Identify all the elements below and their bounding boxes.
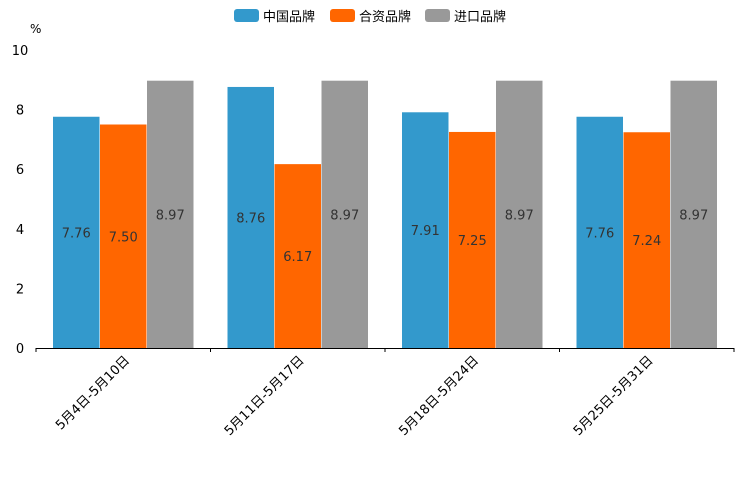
data-label: 8.97 [679, 208, 708, 223]
legend: 中国品牌 合资品牌 进口品牌 [234, 9, 506, 25]
bar[interactable] [449, 131, 496, 348]
y-tick-label: 4 [16, 223, 24, 238]
bar[interactable] [227, 86, 275, 349]
bars [53, 80, 718, 349]
y-axis: 0 2 4 6 8 10 [12, 44, 29, 357]
legend-label: 进口品牌 [454, 9, 506, 25]
data-label: 7.50 [109, 230, 138, 245]
x-category-label: 5月4日-5月10日 [53, 353, 133, 433]
legend-swatch [234, 9, 259, 22]
bar[interactable] [321, 80, 369, 348]
y-tick-label: 10 [12, 44, 29, 59]
y-tick-label: 6 [16, 163, 24, 178]
x-axis: 5月4日-5月10日 5月11日-5月17日 5月18日-5月24日 5月25日-5月… [35, 348, 735, 439]
data-label: 7.76 [62, 226, 91, 241]
bar[interactable] [670, 80, 718, 348]
legend-label: 中国品牌 [263, 9, 315, 25]
y-tick-label: 0 [16, 342, 24, 357]
data-label: 8.97 [156, 208, 185, 223]
data-labels: 7.76 7.50 8.97 8.76 6.17 8.97 7.91 7.25 8.97 7.76… [62, 208, 708, 265]
x-category-label: 5月11日-5月17日 [222, 353, 308, 439]
bar[interactable] [53, 116, 100, 348]
legend-swatch [425, 9, 450, 22]
bar[interactable] [147, 80, 194, 348]
data-label: 6.17 [283, 250, 312, 265]
bar[interactable] [402, 112, 449, 348]
bar[interactable] [274, 164, 322, 348]
legend-swatch [330, 9, 355, 22]
y-tick-label: 8 [16, 104, 24, 119]
y-tick-label: 2 [16, 282, 24, 297]
y-axis-unit: % [30, 22, 41, 36]
legend-item[interactable]: 中国品牌 [234, 9, 315, 25]
legend-item[interactable]: 合资品牌 [330, 9, 411, 25]
data-label: 7.25 [458, 234, 487, 249]
x-category-label: 5月18日-5月24日 [396, 353, 482, 439]
data-label: 8.97 [505, 208, 534, 223]
bar[interactable] [623, 132, 671, 348]
bar[interactable] [100, 124, 147, 349]
data-label: 7.24 [632, 234, 661, 249]
legend-label: 合资品牌 [359, 9, 411, 25]
bar[interactable] [496, 80, 543, 348]
legend-item[interactable]: 进口品牌 [425, 9, 506, 25]
x-category-label: 5月25日-5月31日 [571, 353, 657, 439]
data-label: 7.91 [411, 224, 440, 239]
data-label: 7.76 [585, 226, 614, 241]
data-label: 8.76 [236, 211, 265, 226]
data-label: 8.97 [330, 208, 359, 223]
bar[interactable] [576, 116, 624, 348]
